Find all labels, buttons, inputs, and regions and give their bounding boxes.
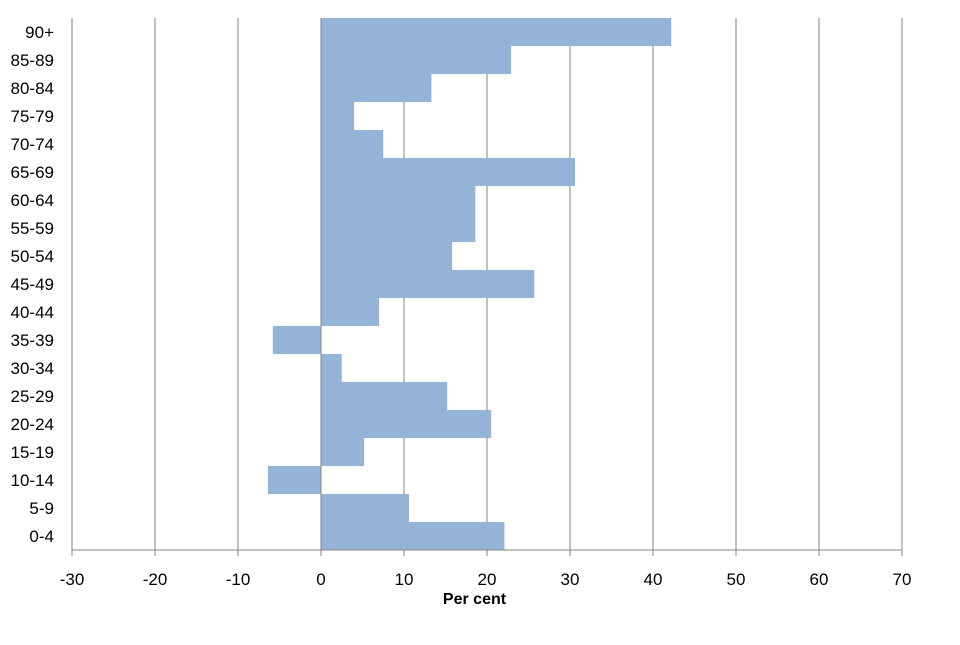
bar <box>321 158 575 186</box>
bar <box>321 522 505 550</box>
category-label: 20-24 <box>11 415 54 434</box>
category-label: 75-79 <box>11 107 54 126</box>
category-labels: 90+ 85-89 80-84 75-79 70-74 65-69 60-64 55-59 50… <box>11 23 55 546</box>
category-label: 45-49 <box>11 275 54 294</box>
category-label: 50-54 <box>11 247 54 266</box>
category-label: 25-29 <box>11 387 54 406</box>
x-tick-label: 40 <box>644 570 663 589</box>
x-tick-label: -30 <box>60 570 85 589</box>
x-tick-label: 20 <box>478 570 497 589</box>
bar <box>321 214 476 242</box>
category-label: 40-44 <box>11 303 54 322</box>
bar <box>321 270 535 298</box>
x-axis-title: Per cent <box>443 591 507 608</box>
bar <box>321 102 355 130</box>
bar <box>321 74 432 102</box>
bar <box>267 466 321 494</box>
x-tick-label: -20 <box>143 570 168 589</box>
category-label: 70-74 <box>11 135 54 154</box>
axes <box>71 18 903 556</box>
x-tick-label: 60 <box>810 570 829 589</box>
category-label: 30-34 <box>11 359 54 378</box>
bars <box>267 18 672 550</box>
x-tick-label: -10 <box>226 570 251 589</box>
category-label: 5-9 <box>29 499 54 518</box>
category-label: 55-59 <box>11 219 54 238</box>
category-label: 35-39 <box>11 331 54 350</box>
bar <box>321 18 672 46</box>
x-tick-label: 30 <box>561 570 580 589</box>
bar <box>321 494 409 522</box>
bar <box>321 46 512 74</box>
bar <box>272 326 321 354</box>
x-tick-label: 70 <box>893 570 912 589</box>
bar <box>321 354 342 382</box>
x-tick-label: 0 <box>316 570 325 589</box>
category-label: 90+ <box>25 23 54 42</box>
category-label: 80-84 <box>11 79 54 98</box>
x-tick-labels: -30 -20 -10 0 10 20 30 40 50 60 70 <box>60 570 912 589</box>
category-label: 10-14 <box>11 471 54 490</box>
bar <box>321 186 476 214</box>
bar <box>321 438 365 466</box>
x-tick-label: 50 <box>727 570 746 589</box>
x-tick-label: 10 <box>395 570 414 589</box>
bar <box>321 130 384 158</box>
bar <box>321 298 380 326</box>
category-label: 0-4 <box>29 527 54 546</box>
category-label: 15-19 <box>11 443 54 462</box>
category-label: 60-64 <box>11 191 54 210</box>
category-label: 85-89 <box>11 51 54 70</box>
bar <box>321 410 492 438</box>
bar <box>321 382 448 410</box>
bar <box>321 242 453 270</box>
category-label: 65-69 <box>11 163 54 182</box>
